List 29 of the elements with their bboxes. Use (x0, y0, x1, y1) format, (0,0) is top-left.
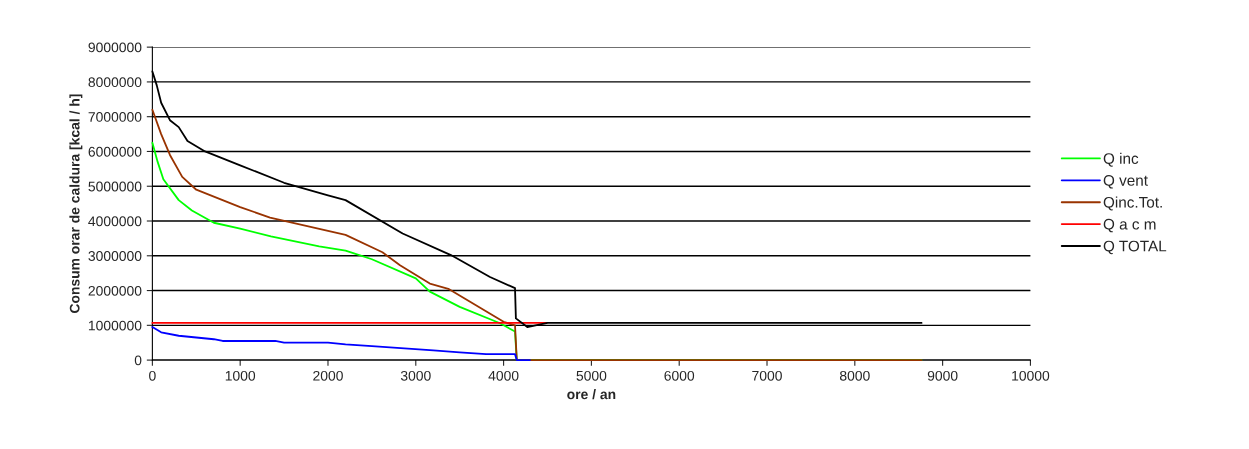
line-series (151, 326, 531, 362)
legend-label: Q TOTAL (1103, 240, 1167, 255)
y-tick-label: 6000000 (88, 146, 142, 157)
legend-label: Q inc (1103, 152, 1139, 167)
x-tick-label: 3000 (400, 370, 431, 381)
x-tick-label: 9000 (927, 370, 958, 381)
x-tick-label: 0 (149, 370, 156, 381)
legend-label: Q vent (1103, 175, 1148, 189)
x-tick-label: 10000 (1012, 370, 1050, 381)
x-tick-label: 4000 (488, 370, 519, 381)
y-tick-label: 4000000 (88, 216, 142, 227)
y-tick-label: 5000000 (88, 181, 142, 192)
y-tick-label: 1000000 (88, 320, 142, 331)
y-tick-label: 3000000 (88, 251, 142, 261)
x-tick-label: 1000 (225, 370, 256, 381)
y-tick-label: 7000000 (88, 112, 142, 122)
y-tick-label: 0 (134, 355, 142, 366)
x-tick-label: 2000 (313, 370, 343, 381)
x-tick-label: 5000 (576, 370, 607, 381)
x-tick-label: 8000 (839, 370, 870, 381)
y-tick-label: 8000000 (88, 77, 142, 88)
y-tick-label: 2000000 (88, 285, 142, 296)
x-axis-title: ore / an (567, 389, 616, 400)
y-tick-label: 9000000 (88, 42, 142, 53)
legend-label: Q a c m (1103, 218, 1156, 233)
x-tick-label: 6000 (664, 370, 695, 381)
y-axis-title: Consum orar de caldura [kcal / h] (69, 94, 83, 314)
x-tick-label: 7000 (752, 370, 782, 381)
legend-label: Qinc.Tot. (1103, 196, 1162, 211)
